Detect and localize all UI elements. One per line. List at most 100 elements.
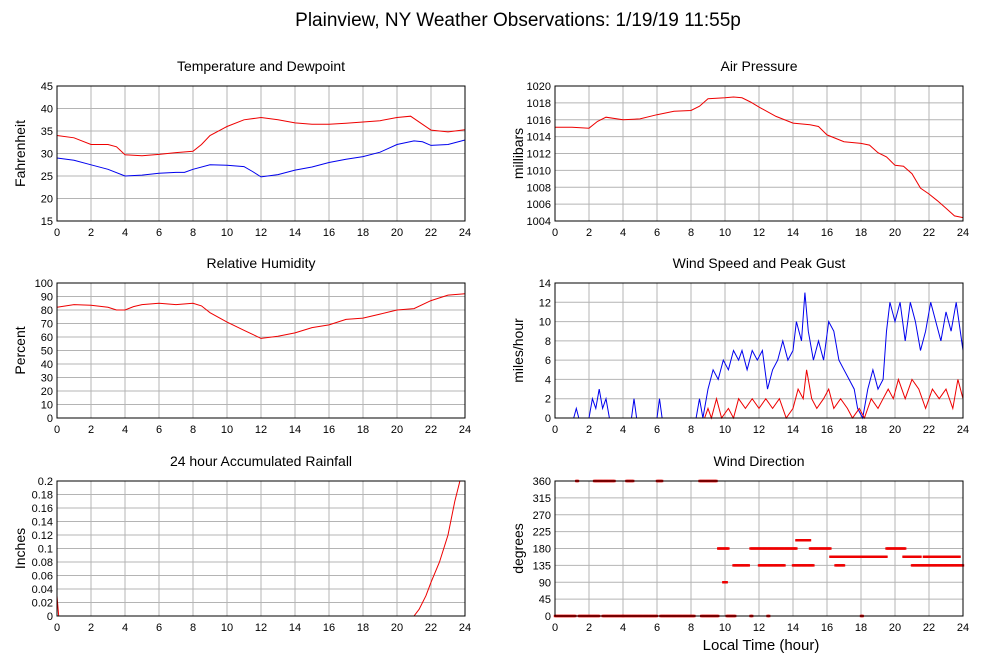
y-tick-label: 1006 — [527, 199, 551, 211]
y-tick-label: 0.18 — [32, 490, 53, 502]
series-line-0 — [56, 293, 466, 339]
x-axis-label: Local Time (hour) — [703, 637, 820, 654]
y-axis-label: degrees — [510, 523, 526, 574]
x-tick-label: 0 — [552, 424, 558, 436]
x-tick-label: 24 — [459, 227, 471, 239]
data-point — [829, 547, 832, 550]
x-tick-label: 6 — [156, 622, 162, 634]
x-tick-label: 20 — [391, 227, 403, 239]
x-tick-label: 24 — [957, 622, 969, 634]
x-tick-label: 8 — [190, 227, 196, 239]
y-tick-label: 2 — [545, 394, 551, 406]
data-point — [919, 555, 922, 558]
y-tick-label: 45 — [539, 594, 551, 606]
y-axis-label: Inches — [12, 528, 28, 569]
x-tick-label: 22 — [425, 424, 437, 436]
x-tick-label: 6 — [654, 622, 660, 634]
x-tick-label: 20 — [889, 622, 901, 634]
data-point — [783, 564, 786, 567]
y-tick-label: 1016 — [527, 115, 551, 127]
x-tick-label: 10 — [719, 227, 731, 239]
x-tick-label: 14 — [289, 424, 301, 436]
y-tick-label: 0 — [47, 611, 53, 623]
x-tick-label: 8 — [688, 622, 694, 634]
x-tick-label: 4 — [620, 622, 626, 634]
x-tick-label: 24 — [459, 424, 471, 436]
y-tick-label: 25 — [41, 171, 53, 183]
x-tick-label: 10 — [221, 227, 233, 239]
x-tick-label: 4 — [122, 622, 128, 634]
y-axis-label: miles/hour — [510, 318, 526, 383]
x-tick-label: 2 — [586, 622, 592, 634]
y-tick-label: 35 — [41, 126, 53, 138]
y-tick-label: 12 — [539, 297, 551, 309]
x-tick-label: 12 — [255, 227, 267, 239]
y-tick-label: 60 — [41, 332, 53, 344]
x-tick-label: 14 — [289, 227, 301, 239]
x-tick-label: 4 — [620, 424, 626, 436]
x-tick-label: 2 — [586, 227, 592, 239]
series-line-0 — [555, 96, 964, 219]
x-tick-label: 12 — [753, 227, 765, 239]
y-tick-label: 45 — [41, 81, 53, 93]
y-tick-label: 0 — [545, 413, 551, 425]
y-tick-label: 0.06 — [32, 571, 53, 583]
data-point — [812, 564, 815, 567]
x-tick-label: 14 — [787, 424, 799, 436]
x-tick-label: 10 — [719, 622, 731, 634]
x-tick-label: 6 — [156, 424, 162, 436]
x-tick-label: 12 — [753, 622, 765, 634]
chart-title: Temperature and Dewpoint — [177, 58, 345, 74]
data-point — [885, 555, 888, 558]
y-tick-label: 90 — [41, 292, 53, 304]
y-tick-label: 0 — [545, 611, 551, 623]
x-tick-label: 0 — [552, 622, 558, 634]
x-tick-label: 12 — [255, 622, 267, 634]
plot-frame — [554, 282, 964, 419]
x-tick-label: 10 — [221, 424, 233, 436]
x-tick-label: 12 — [255, 424, 267, 436]
x-tick-label: 6 — [654, 424, 660, 436]
y-tick-label: 0.02 — [32, 598, 53, 610]
x-tick-label: 4 — [122, 227, 128, 239]
plot-frame — [554, 480, 964, 617]
y-tick-label: 225 — [533, 527, 551, 539]
y-tick-label: 180 — [533, 544, 551, 556]
chart-title: Air Pressure — [720, 58, 797, 74]
x-tick-label: 22 — [923, 424, 935, 436]
x-tick-label: 8 — [688, 424, 694, 436]
x-tick-label: 14 — [289, 622, 301, 634]
figure-title: Plainview, NY Weather Observations: 1/19… — [295, 10, 741, 31]
y-tick-label: 0.1 — [38, 544, 53, 556]
data-point — [842, 564, 846, 567]
x-tick-label: 22 — [923, 227, 935, 239]
x-tick-label: 4 — [620, 227, 626, 239]
x-tick-label: 24 — [957, 424, 969, 436]
data-point — [727, 547, 730, 550]
data-point — [958, 555, 961, 558]
x-tick-label: 22 — [923, 622, 935, 634]
x-tick-label: 20 — [889, 227, 901, 239]
y-tick-label: 90 — [539, 577, 551, 589]
x-tick-label: 12 — [753, 424, 765, 436]
data-point — [725, 581, 728, 584]
x-tick-label: 2 — [88, 622, 94, 634]
x-tick-label: 18 — [357, 622, 369, 634]
x-tick-label: 2 — [88, 227, 94, 239]
y-tick-label: 14 — [539, 278, 551, 290]
y-tick-label: 6 — [545, 355, 551, 367]
x-tick-label: 8 — [190, 622, 196, 634]
x-tick-label: 22 — [425, 227, 437, 239]
x-tick-label: 18 — [855, 622, 867, 634]
chart-title: 24 hour Accumulated Rainfall — [170, 453, 352, 469]
y-tick-label: 10 — [41, 400, 53, 412]
x-tick-label: 0 — [54, 227, 60, 239]
data-point — [747, 564, 750, 567]
x-tick-label: 16 — [821, 227, 833, 239]
